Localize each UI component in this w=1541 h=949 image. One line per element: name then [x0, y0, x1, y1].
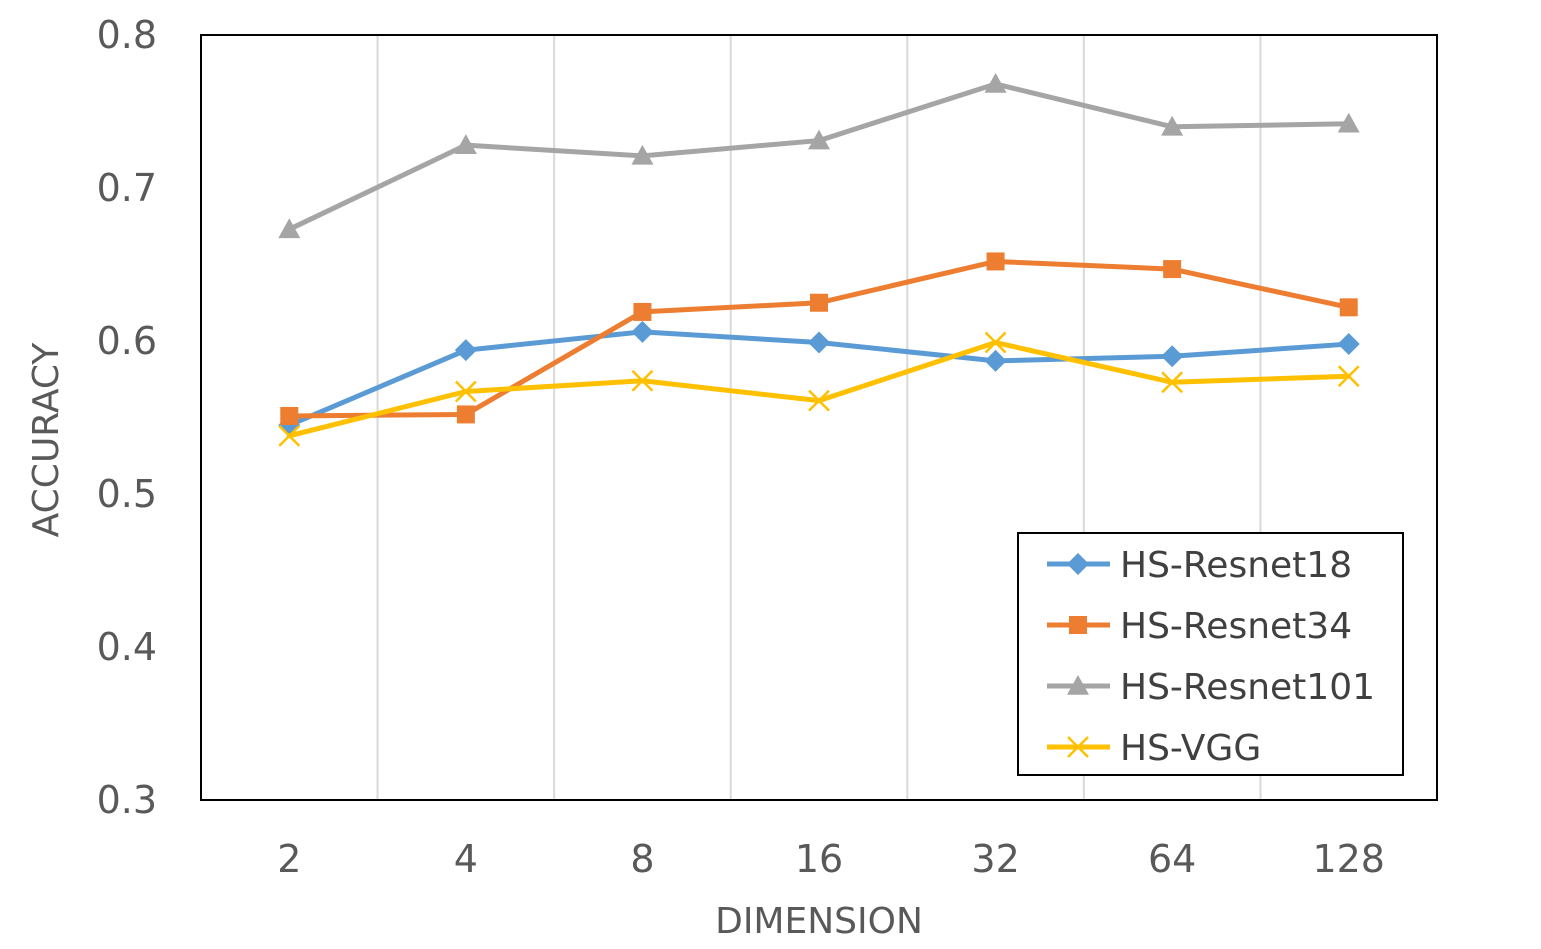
data-point-hs-resnet101	[454, 134, 477, 154]
legend-label: HS-Resnet34	[1120, 606, 1352, 647]
legend-label: HS-Resnet18	[1120, 545, 1352, 586]
legend-swatch-marker	[1067, 736, 1089, 758]
x-tick-label: 8	[630, 837, 654, 881]
legend-box	[1017, 532, 1404, 776]
data-point-hs-resnet34	[986, 252, 1005, 271]
y-axis-title: ACCURACY	[26, 342, 67, 538]
legend-swatch-marker	[1067, 553, 1089, 575]
data-point-hs-resnet101	[1337, 112, 1360, 133]
y-axis-ticks: 0.3 0.4 0.5 0.6 0.7 0.8	[97, 13, 157, 822]
series-hs-resnet34	[280, 252, 1358, 425]
series-group	[278, 72, 1360, 447]
data-point-hs-resnet18	[808, 331, 830, 354]
x-tick-label: 16	[795, 837, 843, 881]
y-tick-label: 0.6	[97, 319, 157, 363]
x-tick-label: 2	[277, 837, 301, 881]
data-point-hs-resnet101	[278, 218, 301, 239]
legend: HS-Resnet18 HS-Resnet34 HS-Resnet101 HS-VGG	[1017, 532, 1404, 776]
data-point-hs-resnet34	[280, 406, 299, 425]
data-point-hs-resnet34	[456, 405, 475, 424]
data-point-hs-resnet18	[984, 349, 1007, 372]
data-point-hs-resnet34	[1339, 298, 1358, 317]
data-point-hs-vgg	[808, 389, 830, 412]
data-point-hs-resnet101	[1161, 115, 1184, 136]
y-tick-label: 0.5	[97, 472, 157, 516]
gridlines	[376, 35, 1262, 800]
data-point-hs-resnet101	[808, 129, 830, 150]
x-tick-label: 64	[1148, 837, 1196, 881]
x-tick-label: 32	[971, 837, 1019, 881]
legend-item-hs-resnet101: HS-Resnet101	[1047, 667, 1375, 708]
legend-item-hs-vgg: HS-VGG	[1047, 728, 1261, 769]
data-point-hs-vgg	[454, 380, 477, 403]
data-point-hs-resnet18	[631, 320, 654, 343]
y-tick-label: 0.4	[97, 625, 157, 669]
plot-area	[200, 34, 1438, 801]
legend-item-hs-resnet18: HS-Resnet18	[1047, 545, 1352, 586]
data-point-hs-resnet101	[631, 144, 654, 165]
data-point-hs-resnet34	[633, 302, 652, 321]
series-hs-vgg	[278, 331, 1360, 447]
x-tick-label: 128	[1312, 837, 1385, 881]
y-tick-label: 0.7	[97, 166, 157, 210]
legend-label: HS-Resnet101	[1120, 667, 1375, 708]
data-point-hs-vgg	[278, 424, 301, 447]
data-point-hs-vgg	[1337, 365, 1360, 388]
series-hs-resnet18	[278, 320, 1360, 437]
legend-item-hs-resnet34: HS-Resnet34	[1047, 606, 1352, 647]
series-line-hs-resnet101	[286, 81, 1352, 232]
data-point-hs-resnet18	[1337, 333, 1360, 356]
legend-label: HS-VGG	[1120, 728, 1261, 769]
legend-swatch-marker	[1067, 675, 1089, 695]
data-point-hs-resnet101	[984, 72, 1007, 93]
data-point-hs-vgg	[631, 369, 654, 392]
data-point-hs-resnet34	[1163, 260, 1182, 279]
y-tick-label: 0.3	[97, 778, 157, 822]
x-tick-label: 4	[454, 837, 478, 881]
legend-swatch-marker	[1069, 616, 1087, 634]
data-point-hs-vgg	[1161, 371, 1184, 394]
data-point-hs-vgg	[984, 331, 1007, 354]
y-tick-label: 0.8	[97, 13, 157, 57]
data-point-hs-resnet18	[1161, 345, 1184, 368]
data-point-hs-resnet18	[454, 339, 477, 362]
x-axis-title: DIMENSION	[715, 901, 923, 942]
data-point-hs-resnet34	[810, 293, 828, 312]
series-hs-resnet101	[278, 72, 1360, 239]
x-axis-ticks: 2 4 8 16 32 64 128	[277, 837, 1385, 881]
